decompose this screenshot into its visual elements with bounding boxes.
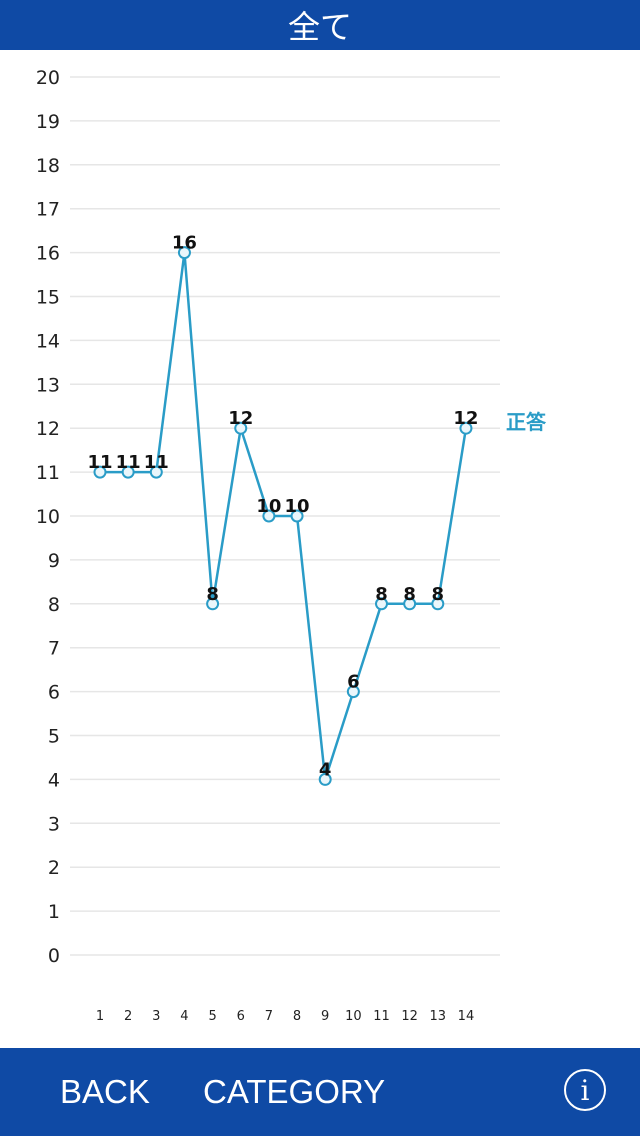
title-bar: 全て: [0, 0, 640, 50]
y-tick-label: 0: [48, 945, 60, 967]
data-point: [431, 597, 445, 611]
data-point: [234, 421, 248, 435]
x-tick-label: 9: [321, 1009, 329, 1024]
y-tick-label: 5: [48, 726, 60, 748]
data-label: 8: [375, 584, 388, 605]
y-tick-label: 7: [48, 638, 60, 660]
data-label: 8: [432, 584, 445, 605]
y-tick-label: 20: [36, 67, 60, 89]
y-tick-label: 9: [48, 550, 60, 572]
data-point: [318, 772, 332, 786]
legend-label: 正答: [506, 410, 547, 434]
x-tick-label: 5: [208, 1009, 216, 1024]
data-label: 16: [172, 233, 197, 254]
data-point: [206, 597, 220, 611]
y-tick-label: 17: [36, 199, 60, 221]
y-tick-label: 11: [36, 462, 60, 484]
y-tick-label: 10: [36, 506, 60, 528]
x-tick-label: 14: [458, 1009, 475, 1024]
y-tick-label: 6: [48, 682, 60, 704]
y-tick-label: 4: [48, 769, 60, 791]
data-point: [346, 685, 360, 699]
data-label: 12: [453, 408, 478, 429]
data-label: 11: [87, 452, 112, 473]
data-point: [290, 509, 304, 523]
x-tick-label: 11: [373, 1009, 390, 1024]
data-point: [177, 246, 191, 260]
data-point: [121, 465, 135, 479]
x-tick-label: 7: [265, 1009, 273, 1024]
category-button[interactable]: CATEGORY: [203, 1073, 386, 1110]
data-label: 10: [285, 496, 310, 517]
x-tick-label: 2: [124, 1009, 132, 1024]
data-point: [375, 597, 388, 611]
x-tick-label: 6: [237, 1009, 245, 1024]
x-tick-label: 4: [180, 1009, 188, 1024]
data-point: [93, 465, 107, 479]
y-tick-label: 14: [36, 330, 60, 352]
data-label: 8: [206, 584, 219, 605]
info-icon[interactable]: i: [564, 1069, 606, 1111]
x-tick-label: 12: [401, 1009, 418, 1024]
data-point: [149, 465, 163, 479]
x-tick-label: 8: [293, 1009, 301, 1024]
y-tick-label: 18: [36, 155, 60, 177]
x-tick-label: 3: [152, 1009, 160, 1024]
data-label: 8: [403, 584, 416, 605]
y-tick-label: 2: [48, 857, 60, 879]
y-tick-label: 13: [36, 374, 60, 396]
back-button[interactable]: BACK: [60, 1073, 150, 1110]
data-point: [262, 509, 276, 523]
data-label: 4: [319, 759, 332, 780]
page-title: 全て: [287, 8, 352, 46]
y-tick-label: 15: [36, 287, 60, 309]
y-tick-label: 8: [48, 594, 60, 616]
x-tick-label: 10: [345, 1009, 362, 1024]
y-tick-label: 3: [48, 813, 60, 835]
data-label: 11: [144, 452, 169, 473]
data-label: 12: [228, 408, 253, 429]
bottom-toolbar: BACK CATEGORY i: [0, 1048, 640, 1136]
y-tick-label: 19: [36, 111, 60, 133]
y-tick-label: 16: [36, 243, 60, 265]
data-point: [403, 597, 417, 611]
data-label: 11: [116, 452, 141, 473]
data-point: [459, 421, 473, 435]
data-label: 10: [256, 496, 281, 517]
data-label: 6: [347, 672, 360, 693]
x-tick-label: 1: [96, 1009, 104, 1024]
x-tick-label: 13: [430, 1009, 447, 1024]
y-tick-label: 12: [36, 418, 60, 440]
y-tick-label: 1: [48, 901, 60, 923]
